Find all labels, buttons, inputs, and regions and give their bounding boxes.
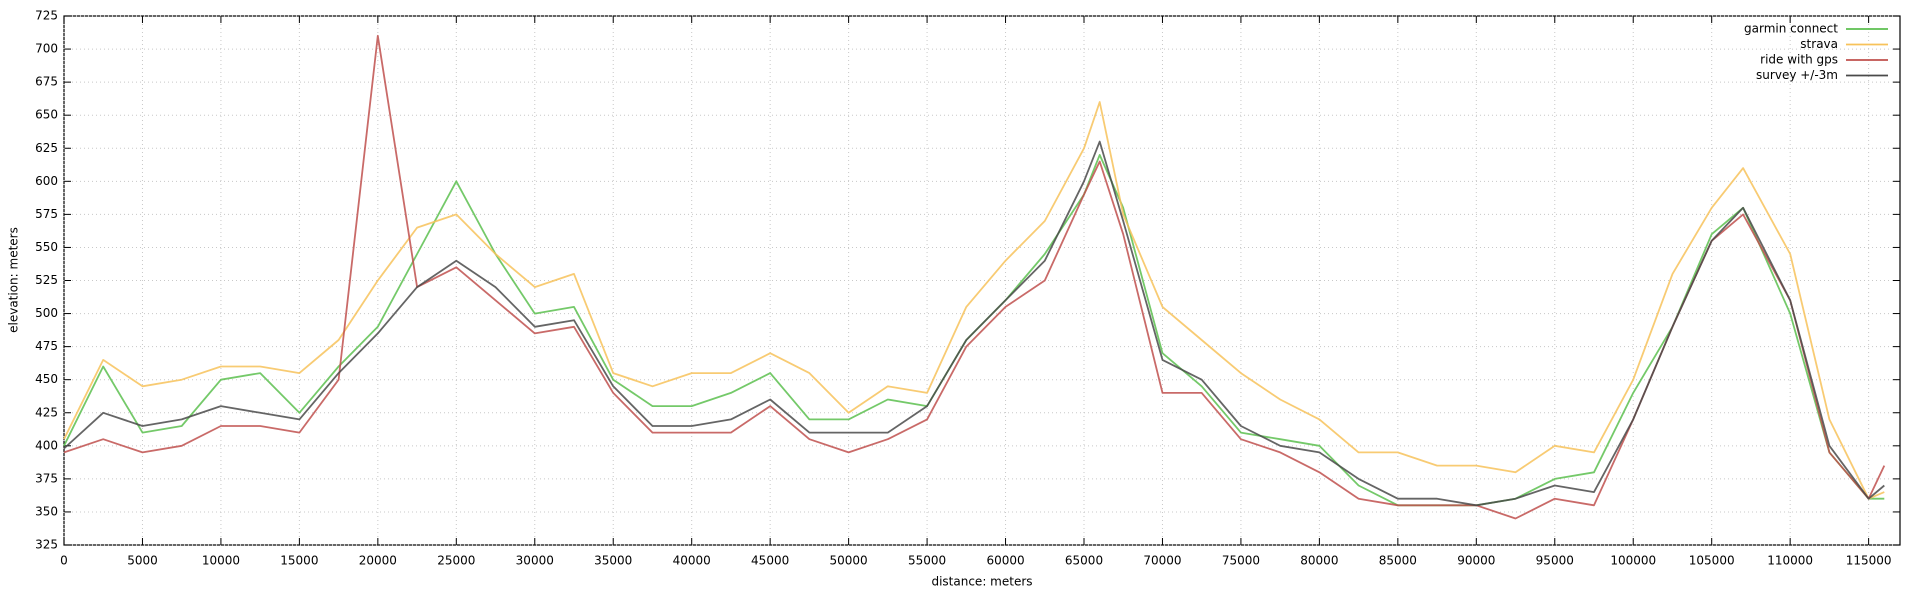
y-tick-label: 450 <box>35 372 58 386</box>
x-tick-label: 65000 <box>1065 554 1103 568</box>
y-tick-label: 375 <box>35 471 58 485</box>
y-tick-label: 500 <box>35 306 58 320</box>
x-tick-label: 110000 <box>1767 554 1813 568</box>
x-tick-label: 55000 <box>908 554 946 568</box>
x-tick-label: 95000 <box>1536 554 1574 568</box>
x-tick-label: 50000 <box>830 554 868 568</box>
y-tick-label: 700 <box>35 42 58 56</box>
y-tick-label: 350 <box>35 504 58 518</box>
x-tick-label: 20000 <box>359 554 397 568</box>
series-line <box>63 140 1885 507</box>
x-tick-label: 105000 <box>1689 554 1735 568</box>
y-tick-label: 575 <box>35 207 58 221</box>
x-tick-label: 70000 <box>1143 554 1181 568</box>
x-tick-label: 5000 <box>127 554 158 568</box>
y-tick-label: 725 <box>35 9 58 23</box>
y-tick-label: 675 <box>35 75 58 89</box>
y-tick-label: 325 <box>35 538 58 552</box>
series-line <box>63 34 1886 520</box>
x-tick-label: 85000 <box>1379 554 1417 568</box>
y-tick-label: 525 <box>35 273 58 287</box>
x-tick-label: 80000 <box>1300 554 1338 568</box>
legend-label: garmin connect <box>1744 22 1838 36</box>
x-tick-label: 10000 <box>202 554 240 568</box>
x-tick-label: 0 <box>60 554 68 568</box>
x-tick-label: 115000 <box>1846 554 1892 568</box>
legend-label: ride with gps <box>1760 53 1838 67</box>
series-line <box>63 154 1885 507</box>
x-tick-label: 25000 <box>437 554 475 568</box>
x-tick-label: 60000 <box>986 554 1024 568</box>
x-tick-label: 30000 <box>516 554 554 568</box>
y-tick-label: 625 <box>35 141 58 155</box>
x-tick-label: 45000 <box>751 554 789 568</box>
x-tick-label: 100000 <box>1610 554 1656 568</box>
x-tick-label: 15000 <box>280 554 318 568</box>
y-tick-label: 600 <box>35 174 58 188</box>
x-tick-label: 40000 <box>673 554 711 568</box>
x-tick-label: 90000 <box>1457 554 1495 568</box>
y-tick-label: 650 <box>35 108 58 122</box>
y-tick-label: 425 <box>35 405 58 419</box>
x-tick-label: 35000 <box>594 554 632 568</box>
y-axis-label: elevation: meters <box>7 227 21 333</box>
legend-label: strava <box>1800 37 1838 51</box>
y-tick-label: 475 <box>35 339 58 353</box>
x-tick-label: 75000 <box>1222 554 1260 568</box>
y-tick-label: 400 <box>35 438 58 452</box>
y-tick-label: 550 <box>35 240 58 254</box>
series-line <box>63 101 1885 500</box>
legend-label: survey +/-3m <box>1756 68 1838 82</box>
x-axis-label: distance: meters <box>931 575 1032 589</box>
